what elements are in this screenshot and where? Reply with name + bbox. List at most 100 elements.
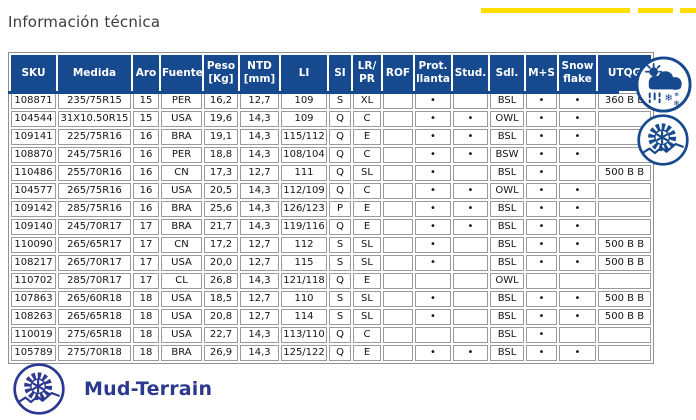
spec-table-wrap: SKU Medida Aro Fuente Peso [Kg] NTD [mm] LI SI L…: [8, 52, 654, 364]
cell: 18: [133, 345, 159, 361]
cell: [453, 255, 488, 271]
feature-dot-cell: •: [526, 183, 557, 199]
cell: [453, 309, 488, 325]
feature-dot-cell: •: [453, 201, 488, 217]
accent-dash-short: [680, 8, 696, 13]
col-header: NTD [mm]: [240, 55, 279, 91]
cell: S: [329, 255, 351, 271]
feature-dot-cell: •: [526, 165, 557, 181]
cell: 16: [133, 147, 159, 163]
feature-dot-cell: •: [559, 345, 596, 361]
table-row: 108871 235/75R15 15 PER 16,2 12,7 109 S XL • BSL • •…: [11, 93, 651, 109]
table-row: 109142 285/75R16 16 BRA 25,6 14,3 126/123 P E • • B…: [11, 201, 651, 217]
cell: [383, 129, 413, 145]
cell: 108/104: [281, 147, 327, 163]
header-row: SKU Medida Aro Fuente Peso [Kg] NTD [mm] LI SI L…: [11, 55, 651, 91]
cell: [383, 291, 413, 307]
cell: 115/112: [281, 129, 327, 145]
header-underline: [8, 91, 619, 94]
cell: 17: [133, 273, 159, 289]
cell: S: [329, 237, 351, 253]
spec-table: SKU Medida Aro Fuente Peso [Kg] NTD [mm] LI SI L…: [8, 52, 654, 364]
col-header: Medida: [58, 55, 131, 91]
feature-dot-cell: •: [415, 309, 451, 325]
cell: 16,2: [204, 93, 238, 109]
cell: BSL: [490, 201, 524, 217]
cell: E: [353, 219, 381, 235]
feature-dot-cell: •: [415, 93, 451, 109]
feature-dot-cell: •: [559, 309, 596, 325]
cell: E: [353, 273, 381, 289]
cell: 26,9: [204, 345, 238, 361]
feature-dot-cell: •: [526, 309, 557, 325]
cell: BSL: [490, 291, 524, 307]
col-header: Sdl.: [490, 55, 524, 91]
cell: 121/118: [281, 273, 327, 289]
cell: CN: [161, 237, 202, 253]
cell: SL: [353, 291, 381, 307]
cell: 109141: [11, 129, 56, 145]
cell: 125/122: [281, 345, 327, 361]
cell: 108217: [11, 255, 56, 271]
cell: 21,7: [204, 219, 238, 235]
cell: [383, 309, 413, 325]
cell: PER: [161, 93, 202, 109]
footer-logo-label: Mud-Terrain: [84, 378, 213, 400]
col-header: Peso [Kg]: [204, 55, 238, 91]
cell: BSL: [490, 255, 524, 271]
feature-dot-cell: •: [415, 165, 451, 181]
cell: 18: [133, 291, 159, 307]
cell: XL: [353, 93, 381, 109]
cell: 114: [281, 309, 327, 325]
cell: 12,7: [240, 237, 279, 253]
col-header: Aro: [133, 55, 159, 91]
cell: 17,2: [204, 237, 238, 253]
cell: SL: [353, 309, 381, 325]
feature-dot-cell: •: [559, 111, 596, 127]
cell: S: [329, 93, 351, 109]
table-row: 110486 255/70R16 16 CN 17,3 12,7 111 Q SL • BSL • 50…: [11, 165, 651, 181]
cell: 285/75R16: [58, 201, 131, 217]
cell: 112/109: [281, 183, 327, 199]
cell: 113/110: [281, 327, 327, 343]
cell: 109: [281, 111, 327, 127]
svg-text:❄: ❄: [664, 93, 672, 104]
cell: 18: [133, 309, 159, 325]
cell: Q: [329, 345, 351, 361]
cell: 110702: [11, 273, 56, 289]
cell: 14,3: [240, 345, 279, 361]
cell: Q: [329, 183, 351, 199]
cell: [598, 219, 651, 235]
page-title: Información técnica: [8, 13, 161, 31]
cell: S: [329, 291, 351, 307]
cell: BSL: [490, 219, 524, 235]
table-row: 108263 265/65R18 18 USA 20,8 12,7 114 S SL • BSL • •…: [11, 309, 651, 325]
cell: CL: [161, 273, 202, 289]
cell: [453, 327, 488, 343]
cell: 16: [133, 183, 159, 199]
feature-dot-cell: •: [526, 219, 557, 235]
table-row: 104544 31X10.50R15 15 USA 19,6 14,3 109 Q C • • OWL…: [11, 111, 651, 127]
cell: 255/70R16: [58, 165, 131, 181]
cell: 235/75R15: [58, 93, 131, 109]
feature-dot-cell: •: [453, 147, 488, 163]
cell: [559, 273, 596, 289]
cell: 265/75R16: [58, 183, 131, 199]
cell: 14,3: [240, 183, 279, 199]
cell: BRA: [161, 129, 202, 145]
cell: [559, 165, 596, 181]
cell: 20,0: [204, 255, 238, 271]
cell: [383, 165, 413, 181]
col-header: Fuente: [161, 55, 202, 91]
cell: BRA: [161, 345, 202, 361]
cell: S: [329, 309, 351, 325]
feature-dot-cell: •: [559, 93, 596, 109]
spec-table-body: 108871 235/75R15 15 PER 16,2 12,7 109 S XL • BSL • •…: [11, 93, 651, 361]
col-header: SI: [329, 55, 351, 91]
cell: [383, 201, 413, 217]
table-row: 110090 265/65R17 17 CN 17,2 12,7 112 S SL • BSL • • 5…: [11, 237, 651, 253]
feature-dot-cell: •: [559, 255, 596, 271]
cell: 16: [133, 129, 159, 145]
cell: [383, 183, 413, 199]
cell: [383, 237, 413, 253]
